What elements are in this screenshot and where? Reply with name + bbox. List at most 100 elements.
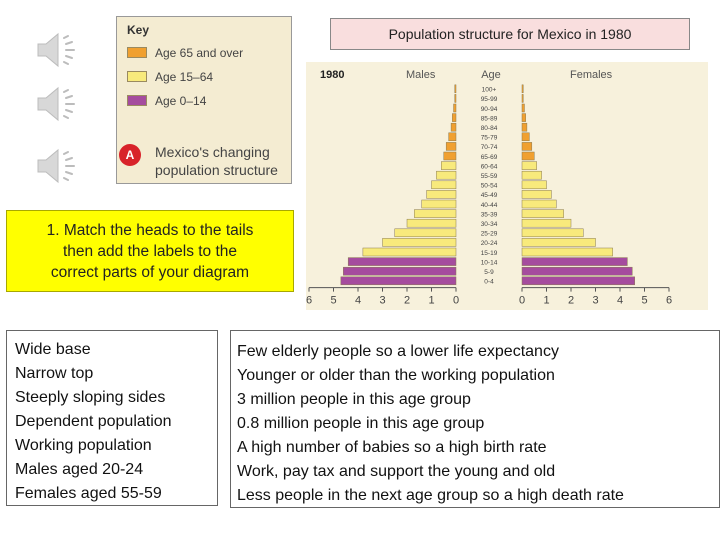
tail-item: Less people in the next age group so a h… [237, 487, 624, 504]
age-tick-label: 5-9 [484, 269, 494, 276]
key-caption-line: population structure [155, 162, 278, 178]
tail-item: Work, pay tax and support the young and … [237, 463, 556, 480]
key-swatch-65-over [127, 47, 147, 58]
female-bar [521, 199, 557, 209]
age-tick-label: 40-44 [481, 202, 498, 209]
key-swatch-15-64 [127, 71, 147, 82]
x-tick-label: 1 [428, 295, 434, 307]
head-item: Dependent population [15, 413, 172, 430]
head-item: Steeply sloping sides [15, 389, 166, 406]
females-label: Females [570, 69, 613, 81]
tails-list: Few elderly people so a lower life expec… [230, 330, 720, 508]
key-caption: Mexico's changing population structure [155, 143, 289, 179]
male-bar [406, 218, 457, 228]
age-tick-label: 70-74 [481, 144, 498, 151]
age-tick-label: 55-59 [481, 173, 498, 180]
female-bar [521, 238, 596, 247]
age-tick-label: 0-4 [484, 279, 494, 286]
male-bar [448, 132, 457, 142]
x-tick-label: 6 [306, 295, 312, 307]
speaker-icon[interactable] [34, 30, 82, 70]
male-bar [362, 247, 457, 257]
tail-item: 3 million people in this age group [237, 391, 471, 408]
instruction-line: 1. Match the heads to the tails [46, 222, 254, 239]
population-pyramid: 1980 Males Age Females 100+ 95-99 90-94 85-89 80… [306, 62, 708, 325]
male-bar [421, 199, 457, 209]
male-bar [443, 151, 457, 161]
male-bar [394, 228, 457, 238]
male-bar [453, 103, 457, 113]
x-tick-label: 5 [641, 295, 647, 307]
tail-item: Few elderly people so a lower life expec… [237, 343, 559, 360]
pyramid-chart: 1980 Males Age Females 100+ 95-99 90-94 85-89 80… [306, 69, 672, 325]
head-item: Wide base [15, 341, 91, 358]
male-bar [445, 142, 457, 151]
male-bar [454, 94, 457, 103]
male-bar [382, 238, 457, 247]
age-tick-label: 10-14 [481, 259, 498, 266]
male-bar [450, 122, 457, 132]
x-tick-label: 3 [592, 295, 598, 307]
tail-item: A high number of babies so a high birth … [237, 439, 547, 456]
male-bar [347, 257, 457, 266]
age-tick-label: 95-99 [481, 96, 498, 103]
instruction-line: then add the labels to the [62, 243, 238, 260]
female-bar [521, 103, 525, 113]
key-title: Key [127, 23, 150, 37]
male-bar [340, 276, 457, 286]
key-panel: Key Age 65 and over Age 15–64 Age 0–14 A… [116, 16, 292, 184]
age-tick-label: 60-64 [481, 163, 498, 170]
male-bar [452, 113, 457, 122]
female-bar [521, 170, 542, 180]
x-tick-label: 5 [330, 295, 336, 307]
female-bar [521, 218, 572, 228]
head-item: Males aged 20-24 [15, 461, 144, 478]
key-swatch-0-14 [127, 95, 147, 106]
x-tick-label: 3 [379, 295, 385, 307]
speaker-icon[interactable] [34, 146, 82, 186]
tail-item: 0.8 million people in this age group [237, 415, 485, 432]
age-tick-label: 100+ [482, 87, 497, 94]
male-bar [414, 209, 457, 218]
age-tick-label: 65-69 [481, 154, 498, 161]
key-label-0-14: Age 0–14 [155, 94, 207, 108]
male-bar [454, 84, 457, 94]
female-bar [521, 142, 533, 151]
age-tick-label: 45-49 [481, 192, 498, 199]
head-item: Working population [15, 437, 152, 454]
female-bar [521, 209, 564, 218]
x-tick-label: 4 [355, 295, 361, 307]
male-bar [436, 170, 457, 180]
age-tick-label: 80-84 [481, 125, 498, 132]
males-label: Males [406, 69, 436, 81]
age-tick-label: 35-39 [481, 211, 498, 218]
tail-item: Younger or older than the working popula… [237, 367, 555, 384]
age-label: Age [481, 69, 501, 81]
key-caption-line: Mexico's changing [155, 144, 270, 160]
chart-title: Population structure for Mexico in 1980 [330, 18, 690, 50]
male-bar [431, 180, 457, 190]
female-bar [521, 94, 524, 103]
female-bar [521, 276, 635, 286]
x-tick-label: 2 [404, 295, 410, 307]
x-tick-label: 4 [617, 295, 623, 307]
age-tick-label: 20-24 [481, 240, 498, 247]
male-bar [441, 161, 457, 170]
female-bar [521, 247, 613, 257]
female-bar [521, 122, 528, 132]
female-bar [521, 151, 535, 161]
heads-list: Wide base Narrow top Steeply sloping sid… [6, 330, 218, 506]
speaker-icon[interactable] [34, 84, 82, 124]
female-bar [521, 132, 530, 142]
year-label: 1980 [320, 69, 344, 81]
age-tick-label: 30-34 [481, 221, 498, 228]
male-bar [426, 190, 457, 199]
female-bar [521, 266, 633, 276]
female-bar [521, 257, 628, 266]
female-bar [521, 84, 524, 94]
x-tick-label: 2 [568, 295, 574, 307]
key-label-15-64: Age 15–64 [155, 70, 214, 84]
figure-badge: A [119, 144, 141, 166]
x-tick-label: 0 [519, 295, 525, 307]
key-label-65-over: Age 65 and over [155, 46, 244, 60]
